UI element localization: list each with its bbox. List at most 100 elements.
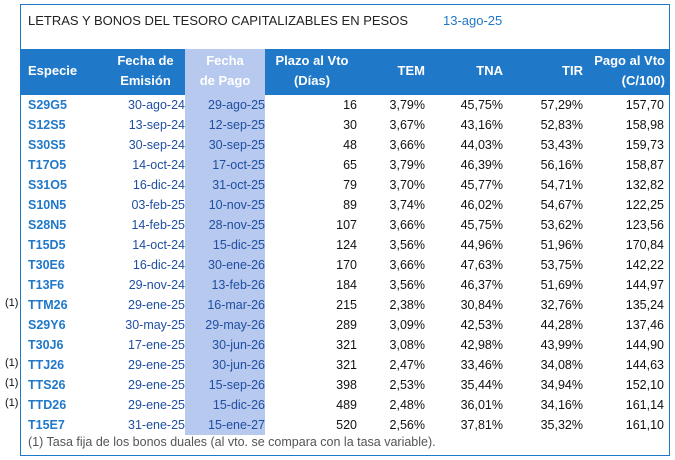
cell-fecha-pago: 16-mar-26: [207, 298, 265, 312]
table-row: S29G5 30-ago-24 29-ago-25 16 3,79% 45,75% 57,2…: [21, 95, 664, 115]
cell-tem: 3,79%: [389, 158, 425, 172]
cell-tem: 2,47%: [389, 358, 425, 372]
cell-especie: T30J6: [28, 338, 64, 352]
cell-tna: 42,98%: [460, 338, 503, 352]
cell-tem: 3,74%: [389, 198, 425, 212]
cell-fecha-pago: 15-sep-26: [208, 378, 265, 392]
cell-tem: 3,66%: [389, 138, 425, 152]
cell-tir: 56,16%: [540, 158, 583, 172]
table-title: LETRAS Y BONOS DEL TESORO CAPITALIZABLES…: [28, 13, 409, 28]
cell-fecha-pago: 15-ene-27: [208, 418, 265, 432]
cell-tna: 46,39%: [460, 158, 503, 172]
cell-especie: T17O5: [28, 158, 67, 172]
cell-fecha-emision: 03-feb-25: [131, 198, 185, 212]
cell-especie: T13F6: [28, 278, 65, 292]
cell-tna: 33,46%: [460, 358, 503, 372]
cell-especie: T30E6: [28, 258, 65, 272]
cell-plazo: 30: [343, 118, 357, 132]
cell-pago-vto: 123,56: [625, 218, 664, 232]
cell-tna: 45,77%: [460, 178, 503, 192]
cell-fecha-pago: 30-ene-26: [208, 258, 265, 272]
cell-tna: 44,03%: [460, 138, 503, 152]
table-row: S28N5 14-feb-25 28-nov-25 107 3,66% 45,75% 53,…: [21, 215, 664, 235]
cell-tir: 51,69%: [540, 278, 583, 292]
cell-pago-vto: 157,70: [625, 98, 664, 112]
cell-fecha-emision: 29-ene-25: [128, 398, 185, 412]
cell-plazo: 321: [336, 338, 357, 352]
column-header-row: [21, 49, 669, 95]
cell-tna: 36,01%: [460, 398, 503, 412]
cell-tir: 32,76%: [540, 298, 583, 312]
cell-plazo: 289: [336, 318, 357, 332]
footnote: (1) Tasa fija de los bonos duales (al vt…: [28, 435, 436, 449]
header-tem: TEM: [397, 63, 425, 78]
cell-tna: 47,63%: [460, 258, 503, 272]
cell-tem: 2,53%: [389, 378, 425, 392]
cell-tir: 57,29%: [540, 98, 583, 112]
header-fecha-pago-line2: de Pago: [199, 73, 251, 88]
table-row: TTM26 29-ene-25 16-mar-26 215 2,38% 30,84% 32,…: [21, 295, 664, 315]
table-row: T15E7 31-ene-25 15-ene-27 520 2,56% 37,81% 35,…: [21, 415, 664, 435]
cell-fecha-emision: 14-oct-24: [132, 158, 185, 172]
cell-fecha-emision: 29-nov-24: [128, 278, 185, 292]
cell-fecha-pago: 31-oct-25: [212, 178, 265, 192]
header-pago-vto-line2: (C/100): [621, 73, 665, 88]
cell-fecha-pago: 13-feb-26: [211, 278, 265, 292]
cell-tir: 35,32%: [540, 418, 583, 432]
cell-tem: 3,66%: [389, 258, 425, 272]
cell-fecha-emision: 16-dic-24: [132, 258, 185, 272]
cell-fecha-emision: 29-ene-25: [128, 358, 185, 372]
cell-tir: 54,67%: [540, 198, 583, 212]
cell-pago-vto: 144,90: [625, 338, 664, 352]
table-frame: LETRAS Y BONOS DEL TESORO CAPITALIZABLES…: [20, 4, 670, 456]
cell-fecha-emision: 30-ago-24: [128, 98, 185, 112]
cell-plazo: 321: [336, 358, 357, 372]
cell-especie: S29Y6: [28, 318, 66, 332]
table-row: T13F6 29-nov-24 13-feb-26 184 3,56% 46,37% 51,…: [21, 275, 664, 295]
cell-fecha-pago: 29-ago-25: [208, 98, 265, 112]
cell-pago-vto: 144,97: [625, 278, 664, 292]
cell-plazo: 398: [336, 378, 357, 392]
cell-tir: 51,96%: [540, 238, 583, 252]
cell-plazo: 89: [343, 198, 357, 212]
cell-fecha-emision: 30-may-25: [125, 318, 185, 332]
table-row: T30J6 17-ene-25 30-jun-26 321 3,08% 42,98% 43,…: [21, 335, 664, 355]
cell-tna: 45,75%: [460, 218, 503, 232]
cell-tem: 2,48%: [389, 398, 425, 412]
cell-plazo: 489: [336, 398, 357, 412]
cell-tem: 2,38%: [389, 298, 425, 312]
cell-pago-vto: 137,46: [625, 318, 664, 332]
cell-pago-vto: 135,24: [625, 298, 664, 312]
cell-fecha-pago: 30-jun-26: [212, 358, 265, 372]
header-plazo-line2: (Días): [293, 73, 331, 88]
cell-fecha-emision: 29-ene-25: [128, 378, 185, 392]
cell-fecha-emision: 16-dic-24: [132, 178, 185, 192]
dual-bond-footnote-marker: (1): [5, 357, 19, 369]
cell-tir: 54,71%: [540, 178, 583, 192]
cell-pago-vto: 152,10: [625, 378, 664, 392]
cell-tir: 53,43%: [540, 138, 583, 152]
cell-fecha-emision: 29-ene-25: [128, 298, 185, 312]
cell-tir: 52,83%: [540, 118, 583, 132]
table-row: T17O5 14-oct-24 17-oct-25 65 3,79% 46,39% 56,1…: [21, 155, 664, 175]
cell-plazo: 170: [336, 258, 357, 272]
cell-plazo: 184: [336, 278, 357, 292]
header-plazo-line1: Plazo al Vto: [275, 53, 349, 68]
table-row: S12S5 13-sep-24 12-sep-25 30 3,67% 43,16% 52,8…: [21, 115, 664, 135]
cell-especie: S28N5: [28, 218, 67, 232]
cell-tna: 30,84%: [460, 298, 503, 312]
table-row: TTS26 29-ene-25 15-sep-26 398 2,53% 35,44% 34,…: [21, 375, 664, 395]
cell-tna: 46,02%: [460, 198, 503, 212]
cell-fecha-emision: 30-sep-24: [128, 138, 185, 152]
cell-pago-vto: 158,87: [625, 158, 664, 172]
cell-tir: 44,28%: [540, 318, 583, 332]
cell-fecha-pago: 15-dic-25: [212, 238, 265, 252]
cell-tem: 3,09%: [389, 318, 425, 332]
cell-tir: 34,94%: [540, 378, 583, 392]
cell-pago-vto: 142,22: [625, 258, 664, 272]
cell-plazo: 215: [336, 298, 357, 312]
table-row: TTD26 29-ene-25 15-dic-26 489 2,48% 36,01% 34,…: [21, 395, 664, 415]
header-pago-vto-line1: Pago al Vto: [594, 53, 665, 68]
cell-tem: 3,08%: [389, 338, 425, 352]
cell-fecha-pago: 17-oct-25: [212, 158, 265, 172]
